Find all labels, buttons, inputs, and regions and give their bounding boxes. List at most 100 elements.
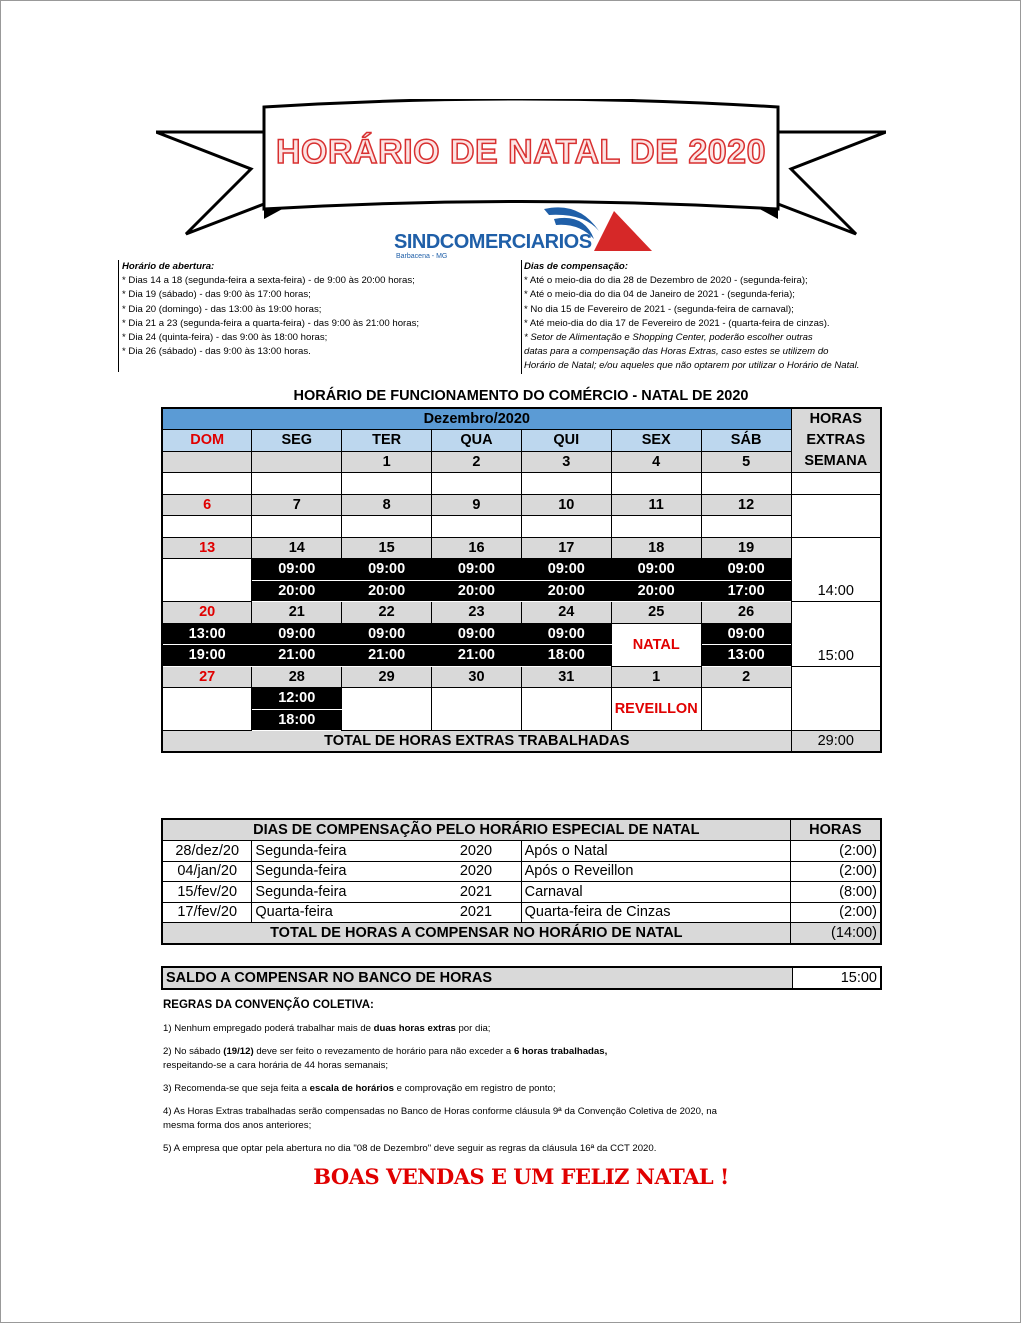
month-header: Dezembro/2020 [161, 407, 792, 430]
close-time: 19:00 [161, 644, 253, 667]
comp-weekday: Segunda-feira [251, 860, 432, 882]
close-time: 13:00 [700, 644, 792, 667]
day-cell-empty [431, 472, 522, 495]
saldo-label: SALDO A COMPENSAR NO BANCO DE HORAS [161, 966, 793, 989]
day-number: 10 [520, 493, 612, 516]
extra-hours-header-line: EXTRAS [806, 432, 866, 448]
day-cell-empty [700, 687, 792, 731]
opening-item: * Dia 20 (domingo) - das 13:00 às 19:00 … [122, 303, 322, 315]
compensation-row: 17/fev/20 Quarta-feira 2021 Quarta-feira de… [161, 901, 882, 923]
comp-description: Após o Reveillon [520, 860, 791, 882]
day-header-qui: QUI [520, 429, 612, 452]
comp-date: 04/jan/20 [161, 860, 253, 882]
day-cell-empty [161, 515, 253, 538]
day-number: 27 [161, 665, 253, 688]
total-extra-hours-value: 29:00 [790, 730, 882, 753]
total-extra-hours-label: TOTAL DE HORAS EXTRAS TRABALHADAS [161, 730, 792, 753]
day-cell-empty [610, 515, 702, 538]
compensation-item: * Até meio-dia do dia 17 de Fevereiro de… [524, 317, 830, 329]
open-time: 09:00 [431, 558, 522, 581]
close-time: 20:00 [251, 579, 343, 602]
day-header-sex: SEX [610, 429, 702, 452]
saldo-table: SALDO A COMPENSAR NO BANCO DE HORAS 15:0… [161, 966, 882, 990]
page-title: HORÁRIO DE NATAL DE 2020 [275, 132, 766, 172]
day-cell-empty [341, 687, 433, 731]
compensation-row: 04/jan/20 Segunda-feira 2020 Após o Reveill… [161, 860, 882, 882]
close-time: 18:00 [520, 644, 612, 667]
comp-weekday: Segunda-feira [251, 881, 432, 903]
day-number: 13 [161, 536, 253, 559]
day-number: 31 [520, 665, 612, 688]
opening-item: * Dia 19 (sábado) - das 9:00 às 17:00 ho… [122, 289, 311, 301]
open-time: 09:00 [520, 558, 612, 581]
close-time: 20:00 [610, 579, 702, 602]
compensation-row: 28/dez/20 Segunda-feira 2020 Após o Natal (2… [161, 840, 882, 862]
rule-2: 2) No sábado (19/12) deve ser feito o re… [163, 1046, 608, 1071]
day-cell-empty [341, 515, 433, 538]
day-number: 2 [700, 665, 792, 688]
compensation-heading: Dias de compensação: [524, 261, 628, 272]
day-header-seg: SEG [251, 429, 343, 452]
compensation-item: * Até o meio-dia do dia 28 de Dezembro d… [524, 275, 808, 287]
compensation-note-line: Horário de Natal; e/ou aqueles que não o… [524, 360, 860, 372]
opening-item: * Dia 21 a 23 (segunda-feira a quarta-fe… [122, 317, 420, 329]
rules-heading: REGRAS DA CONVENÇÃO COLETIVA: [163, 999, 374, 1011]
comp-hours: (2:00) [789, 860, 882, 882]
comp-date: 15/fev/20 [161, 881, 253, 903]
total-compensation-value: (14:00) [789, 922, 882, 945]
opening-item: * Dias 14 a 18 (segunda-feira a sexta-fe… [122, 275, 415, 287]
holiday-label: REVEILLON [610, 687, 702, 731]
weekly-extra-hours [790, 472, 882, 495]
day-number: 17 [520, 536, 612, 559]
day-number: 19 [700, 536, 792, 559]
day-cell-empty [700, 515, 792, 538]
day-number: 22 [341, 601, 433, 624]
day-number: 7 [251, 493, 343, 516]
day-number: 3 [520, 450, 612, 473]
comp-year: 2021 [431, 901, 522, 923]
day-number: 2 [431, 450, 522, 473]
open-time: 09:00 [431, 622, 522, 645]
day-number: 5 [700, 450, 792, 473]
compensation-note-line: datas para a compensação das Horas Extra… [524, 346, 829, 358]
day-number: 21 [251, 601, 343, 624]
holiday-label: NATAL [610, 622, 702, 667]
comp-year: 2020 [431, 840, 522, 862]
comp-hours: (2:00) [789, 901, 882, 923]
comp-date: 17/fev/20 [161, 901, 253, 923]
weekly-extra-hours: 15:00 [790, 601, 882, 667]
comp-weekday: Quarta-feira [251, 901, 432, 923]
day-number: 29 [341, 665, 433, 688]
open-time: 09:00 [251, 622, 343, 645]
comp-year: 2021 [431, 881, 522, 903]
day-cell-empty [431, 515, 522, 538]
open-time: 09:00 [700, 622, 792, 645]
day-cell-empty [251, 515, 343, 538]
close-time: 20:00 [431, 579, 522, 602]
day-number: 4 [610, 450, 702, 473]
close-time: 17:00 [700, 579, 792, 602]
day-number: 30 [431, 665, 522, 688]
day-cell-empty [161, 558, 253, 602]
weekly-extra-hours: 14:00 [790, 536, 882, 602]
open-time: 09:00 [251, 558, 343, 581]
close-time: 21:00 [431, 644, 522, 667]
total-compensation-label: TOTAL DE HORAS A COMPENSAR NO HORÁRIO DE… [161, 922, 791, 945]
close-time: 21:00 [341, 644, 433, 667]
rules-section: REGRAS DA CONVENÇÃO COLETIVA: 1) Nenhum … [163, 998, 723, 1165]
day-number: 24 [520, 601, 612, 624]
saldo-value: 15:00 [791, 966, 882, 989]
day-number: 15 [341, 536, 433, 559]
day-cell-empty [520, 515, 612, 538]
footer-greeting: BOAS VENDAS E UM FELIZ NATAL ! [313, 1164, 729, 1189]
open-time: 12:00 [251, 687, 343, 710]
compensation-table: DIAS DE COMPENSAÇÃO PELO HORÁRIO ESPECIA… [161, 818, 882, 945]
day-number: 11 [610, 493, 702, 516]
open-time: 09:00 [700, 558, 792, 581]
day-number: 1 [341, 450, 433, 473]
rule-3: 3) Recomenda-se que seja feita a escala … [163, 1083, 556, 1094]
day-number: 9 [431, 493, 522, 516]
compensation-item: * No dia 15 de Fevereiro de 2021 - (segu… [524, 303, 794, 315]
opening-hours-info: Horário de abertura: * Dias 14 a 18 (seg… [118, 260, 518, 372]
open-time: 09:00 [341, 558, 433, 581]
